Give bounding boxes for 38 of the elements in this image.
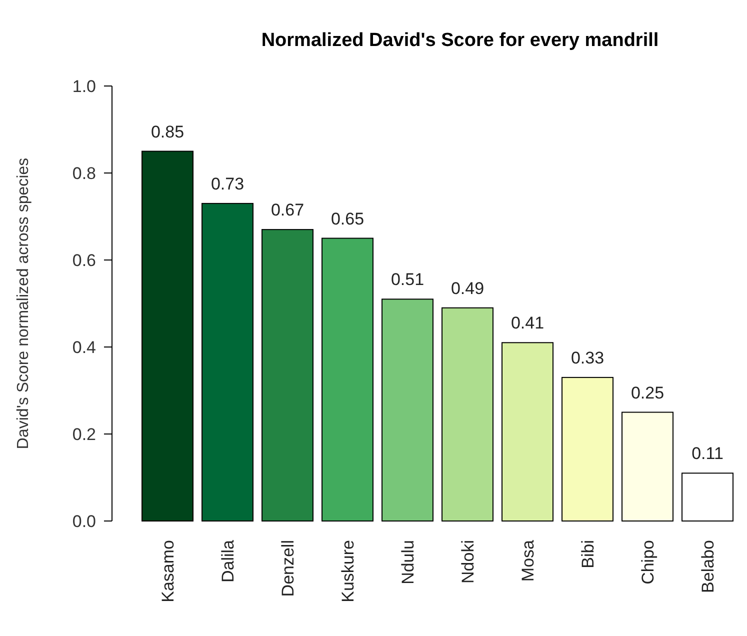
data-label: 0.25 bbox=[630, 383, 664, 402]
x-tick-label: Denzell bbox=[278, 540, 298, 597]
data-label: 0.41 bbox=[510, 314, 544, 333]
bar bbox=[382, 298, 434, 522]
x-tick-label: Ndoki bbox=[458, 540, 478, 584]
y-tick-label: 0.8 bbox=[72, 164, 96, 183]
chart-title: Normalized David's Score for every mandrill bbox=[261, 30, 659, 51]
x-tick-label: Mosa bbox=[518, 539, 538, 582]
x-tick-label: Belabo bbox=[698, 540, 718, 593]
y-tick-label: 0.2 bbox=[72, 425, 96, 444]
data-label: 0.67 bbox=[270, 200, 304, 220]
data-label: 0.11 bbox=[692, 444, 724, 464]
x-tick-label: Ndulu bbox=[398, 540, 418, 584]
data-label: 0.33 bbox=[570, 348, 604, 368]
y-tick-label: 0.6 bbox=[72, 251, 96, 270]
y-axis-title: David's Score normalized across species bbox=[15, 158, 32, 450]
bar bbox=[562, 376, 614, 522]
data-label: 0.49 bbox=[450, 278, 484, 298]
data-label: 0.73 bbox=[210, 174, 244, 194]
bar bbox=[142, 150, 194, 522]
y-tick-label: 0.4 bbox=[72, 338, 96, 357]
bar bbox=[682, 472, 734, 522]
x-tick-label: Kasamo bbox=[158, 540, 178, 602]
y-tick-label: 0.0 bbox=[72, 512, 96, 531]
bar bbox=[502, 342, 554, 522]
x-tick-label: Chipo bbox=[638, 540, 658, 584]
bar bbox=[322, 238, 374, 522]
x-tick-label: Kuskure bbox=[338, 540, 358, 602]
x-tick-label: Bibi bbox=[578, 540, 598, 568]
data-label: 0.85 bbox=[150, 122, 184, 142]
bar bbox=[262, 229, 314, 522]
y-tick-label: 1.0 bbox=[72, 77, 96, 96]
bar bbox=[442, 307, 494, 522]
data-label: 0.65 bbox=[330, 209, 364, 228]
bar bbox=[622, 412, 674, 522]
bar bbox=[202, 202, 254, 522]
x-tick-label: Dalila bbox=[218, 539, 238, 583]
data-label: 0.51 bbox=[390, 270, 424, 290]
